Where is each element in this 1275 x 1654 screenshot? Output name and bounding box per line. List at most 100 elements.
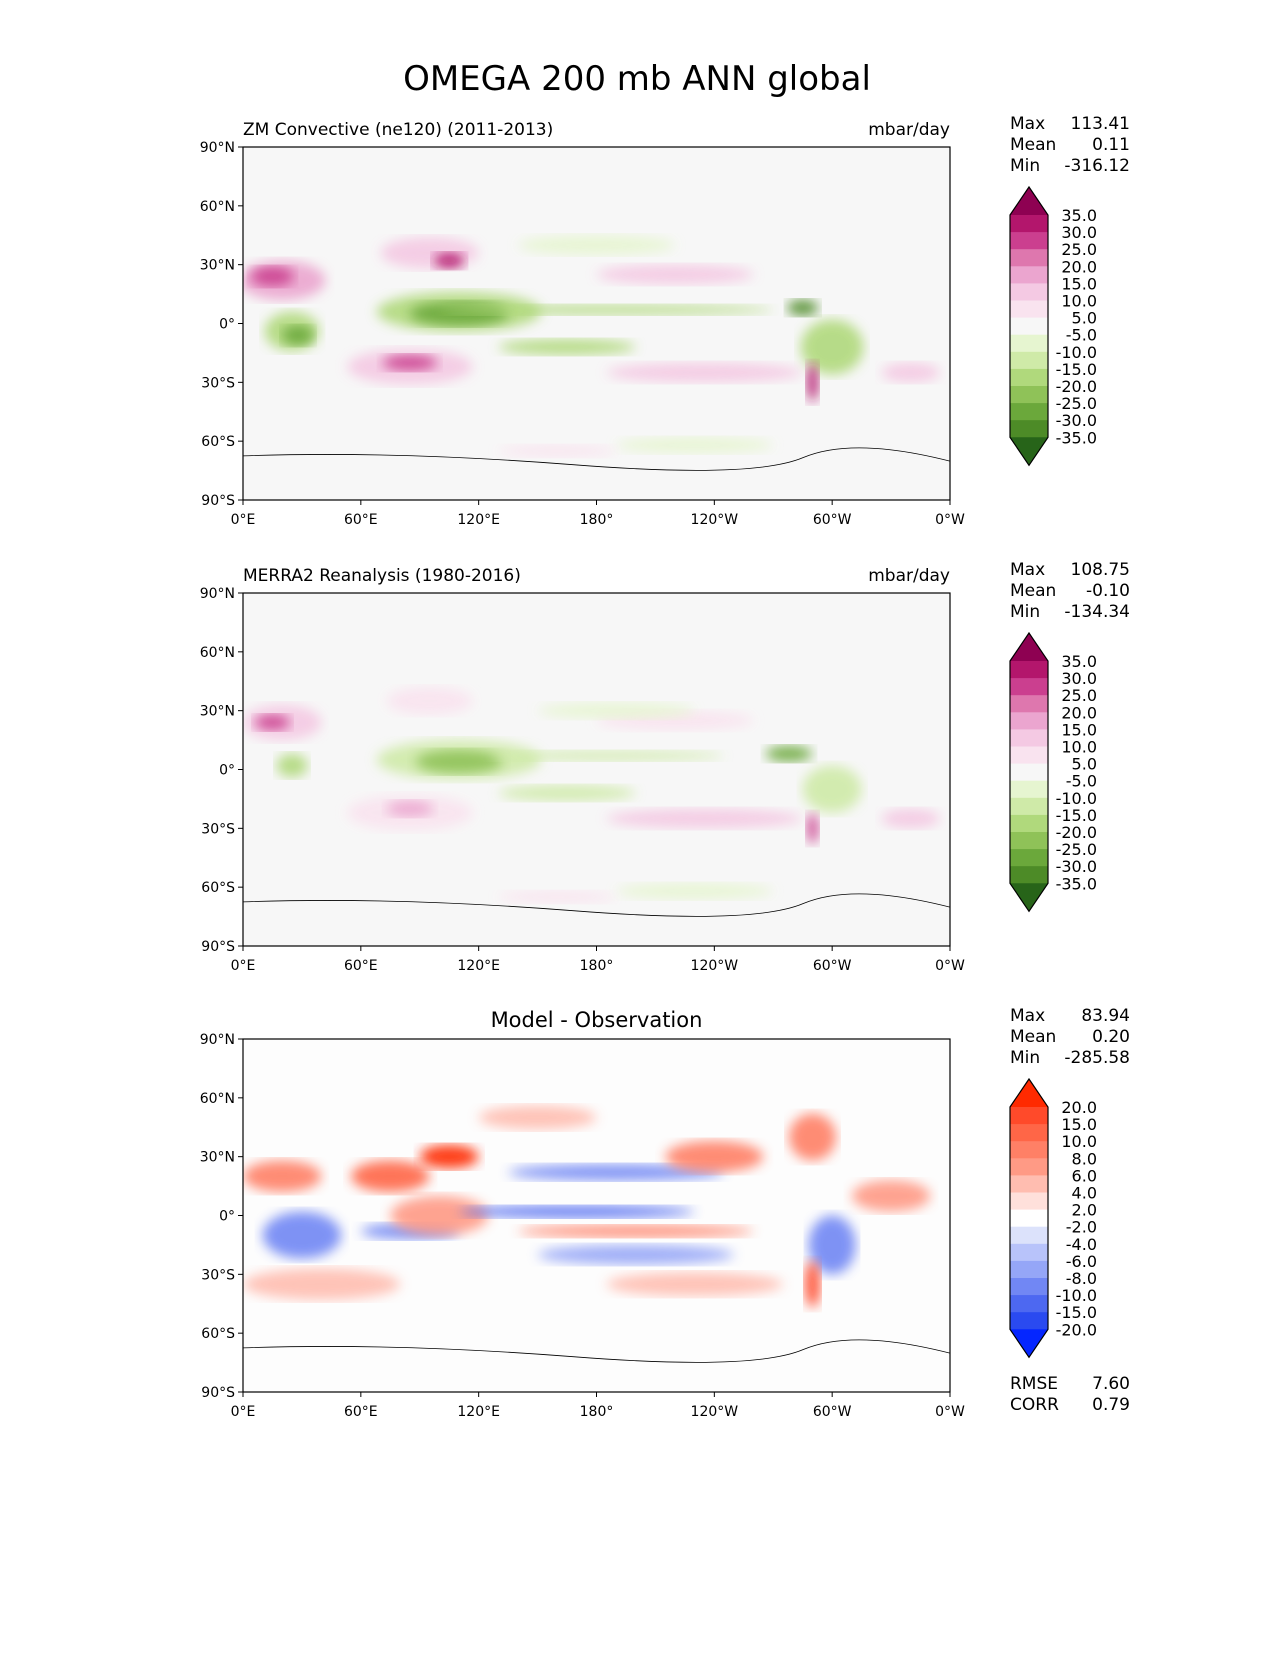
y-tick-label: 90°N (200, 1032, 235, 1048)
colorbar-level-label: -30.0 (1056, 411, 1097, 430)
contour-fill (243, 235, 950, 471)
colorbar-level-label: -10.0 (1056, 343, 1097, 362)
y-tick-label: 90°S (201, 939, 235, 955)
colorbar-level-label: 6.0 (1072, 1166, 1097, 1185)
contour-region (254, 714, 291, 731)
colorbar-bin (1010, 283, 1048, 301)
contour-region (537, 1244, 734, 1265)
stat-value: -285.58 (1064, 1048, 1130, 1068)
contour-region (419, 1144, 479, 1169)
x-tick-label: 0°E (231, 958, 256, 974)
x-tick-label: 120°E (457, 958, 500, 974)
colorbar-level-label: 15.0 (1061, 720, 1097, 739)
contour-region (806, 362, 819, 402)
coastline (243, 1339, 950, 1363)
contour-region (459, 1205, 695, 1218)
colorbar-level-label: -4.0 (1066, 1235, 1097, 1254)
colorbar-level-label: 15.0 (1061, 1115, 1097, 1134)
colorbar-bin (1010, 695, 1048, 713)
colorbar-bin (1010, 1124, 1048, 1142)
stat-value: 7.60 (1092, 1374, 1130, 1394)
contour-region (282, 325, 314, 346)
colorbar-bin (1010, 1192, 1048, 1211)
contour-region (390, 1195, 489, 1236)
colorbar-level-label: 30.0 (1061, 669, 1097, 688)
colorbar-bin (1010, 232, 1048, 250)
x-tick-label: 180° (580, 1404, 614, 1420)
x-tick-label: 0°W (935, 512, 965, 528)
colorbar-level-label: -25.0 (1056, 394, 1097, 413)
y-tick-label: 30°N (200, 258, 235, 274)
x-tick-label: 60°W (813, 1404, 852, 1420)
colorbar-level-label: 35.0 (1061, 652, 1097, 671)
contour-region (786, 299, 819, 316)
colorbar-bin (1010, 832, 1048, 850)
x-tick-label: 0°E (231, 1404, 256, 1420)
coastline (243, 447, 950, 471)
stat-value: 113.41 (1071, 114, 1130, 134)
colorbar-bin (1010, 249, 1048, 267)
x-tick-label: 0°W (935, 1404, 965, 1420)
colorbar-outline (1009, 631, 1049, 913)
colorbar-level-label: -20.0 (1056, 377, 1097, 396)
contour-region (382, 354, 438, 371)
y-tick-label: 30°S (201, 821, 235, 837)
stat-label: Max (1010, 560, 1045, 580)
y-tick-label: 30°N (200, 704, 235, 720)
contour-region (243, 1268, 401, 1300)
contour-fill (243, 1105, 950, 1363)
colorbar-outline (1009, 185, 1049, 467)
colorbar-bin (1010, 780, 1048, 799)
x-tick-label: 120°W (691, 958, 739, 974)
panel-title: Model - Observation (491, 1008, 703, 1032)
stat-label: CORR (1010, 1395, 1059, 1415)
colorbar-bin (1010, 814, 1048, 833)
colorbar-level-label: 10.0 (1061, 1132, 1097, 1151)
contour-region (800, 319, 864, 375)
y-tick-label: 60°N (200, 1091, 235, 1107)
stat-value: 108.75 (1071, 560, 1130, 580)
contour-region (498, 785, 636, 801)
contour-region (537, 702, 695, 719)
contour-region (250, 266, 295, 287)
colorbar-bin (1010, 1209, 1048, 1228)
colorbar-bin (1010, 1260, 1048, 1279)
colorbar: 20.015.010.08.06.04.02.0-2.0-4.0-6.0-8.0… (1009, 1077, 1097, 1359)
colorbar-level-label: -5.0 (1066, 772, 1097, 791)
y-tick-label: 0° (219, 1209, 235, 1225)
colorbar-level-label: 10.0 (1061, 292, 1097, 311)
contour-region (409, 301, 509, 326)
contour-region (806, 812, 819, 845)
colorbar-bin (1010, 403, 1048, 421)
contour-fill (243, 687, 950, 917)
colorbar-level-label: 25.0 (1061, 240, 1097, 259)
contour-region (478, 1105, 597, 1130)
colorbar-bin (1010, 849, 1048, 867)
contour-region (851, 1180, 931, 1212)
map-panel-2: MERRA2 Reanalysis (1980-2016) mbar/day 0°E… (200, 560, 1130, 974)
colorbar-bin (1010, 368, 1048, 387)
contour-region (606, 808, 803, 829)
stat-label: Mean (1010, 581, 1056, 601)
colorbar-bin (1010, 1312, 1048, 1330)
contour-region (788, 1113, 837, 1161)
colorbar-bin (1010, 334, 1048, 353)
panel-title: ZM Convective (ne120) (2011-2013) (243, 120, 553, 140)
colorbar-level-label: -2.0 (1066, 1218, 1097, 1237)
stat-label: Max (1010, 1006, 1045, 1026)
x-tick-label: 120°W (691, 512, 739, 528)
stat-label: Mean (1010, 1027, 1056, 1047)
stat-label: RMSE (1010, 1374, 1058, 1394)
colorbar-bin (1010, 1278, 1048, 1296)
x-tick-label: 0°E (231, 512, 256, 528)
colorbar-bin (1010, 266, 1048, 284)
y-tick-label: 60°N (200, 645, 235, 661)
x-tick-label: 120°E (457, 1404, 500, 1420)
colorbar-extend-max (1010, 633, 1048, 661)
x-tick-label: 120°E (457, 512, 500, 528)
colorbar-level-label: -15.0 (1056, 1303, 1097, 1322)
colorbar-bin (1010, 729, 1048, 747)
contour-region (498, 339, 636, 355)
colorbar: 35.030.025.020.015.010.05.0-5.0-10.0-15.… (1009, 631, 1097, 913)
